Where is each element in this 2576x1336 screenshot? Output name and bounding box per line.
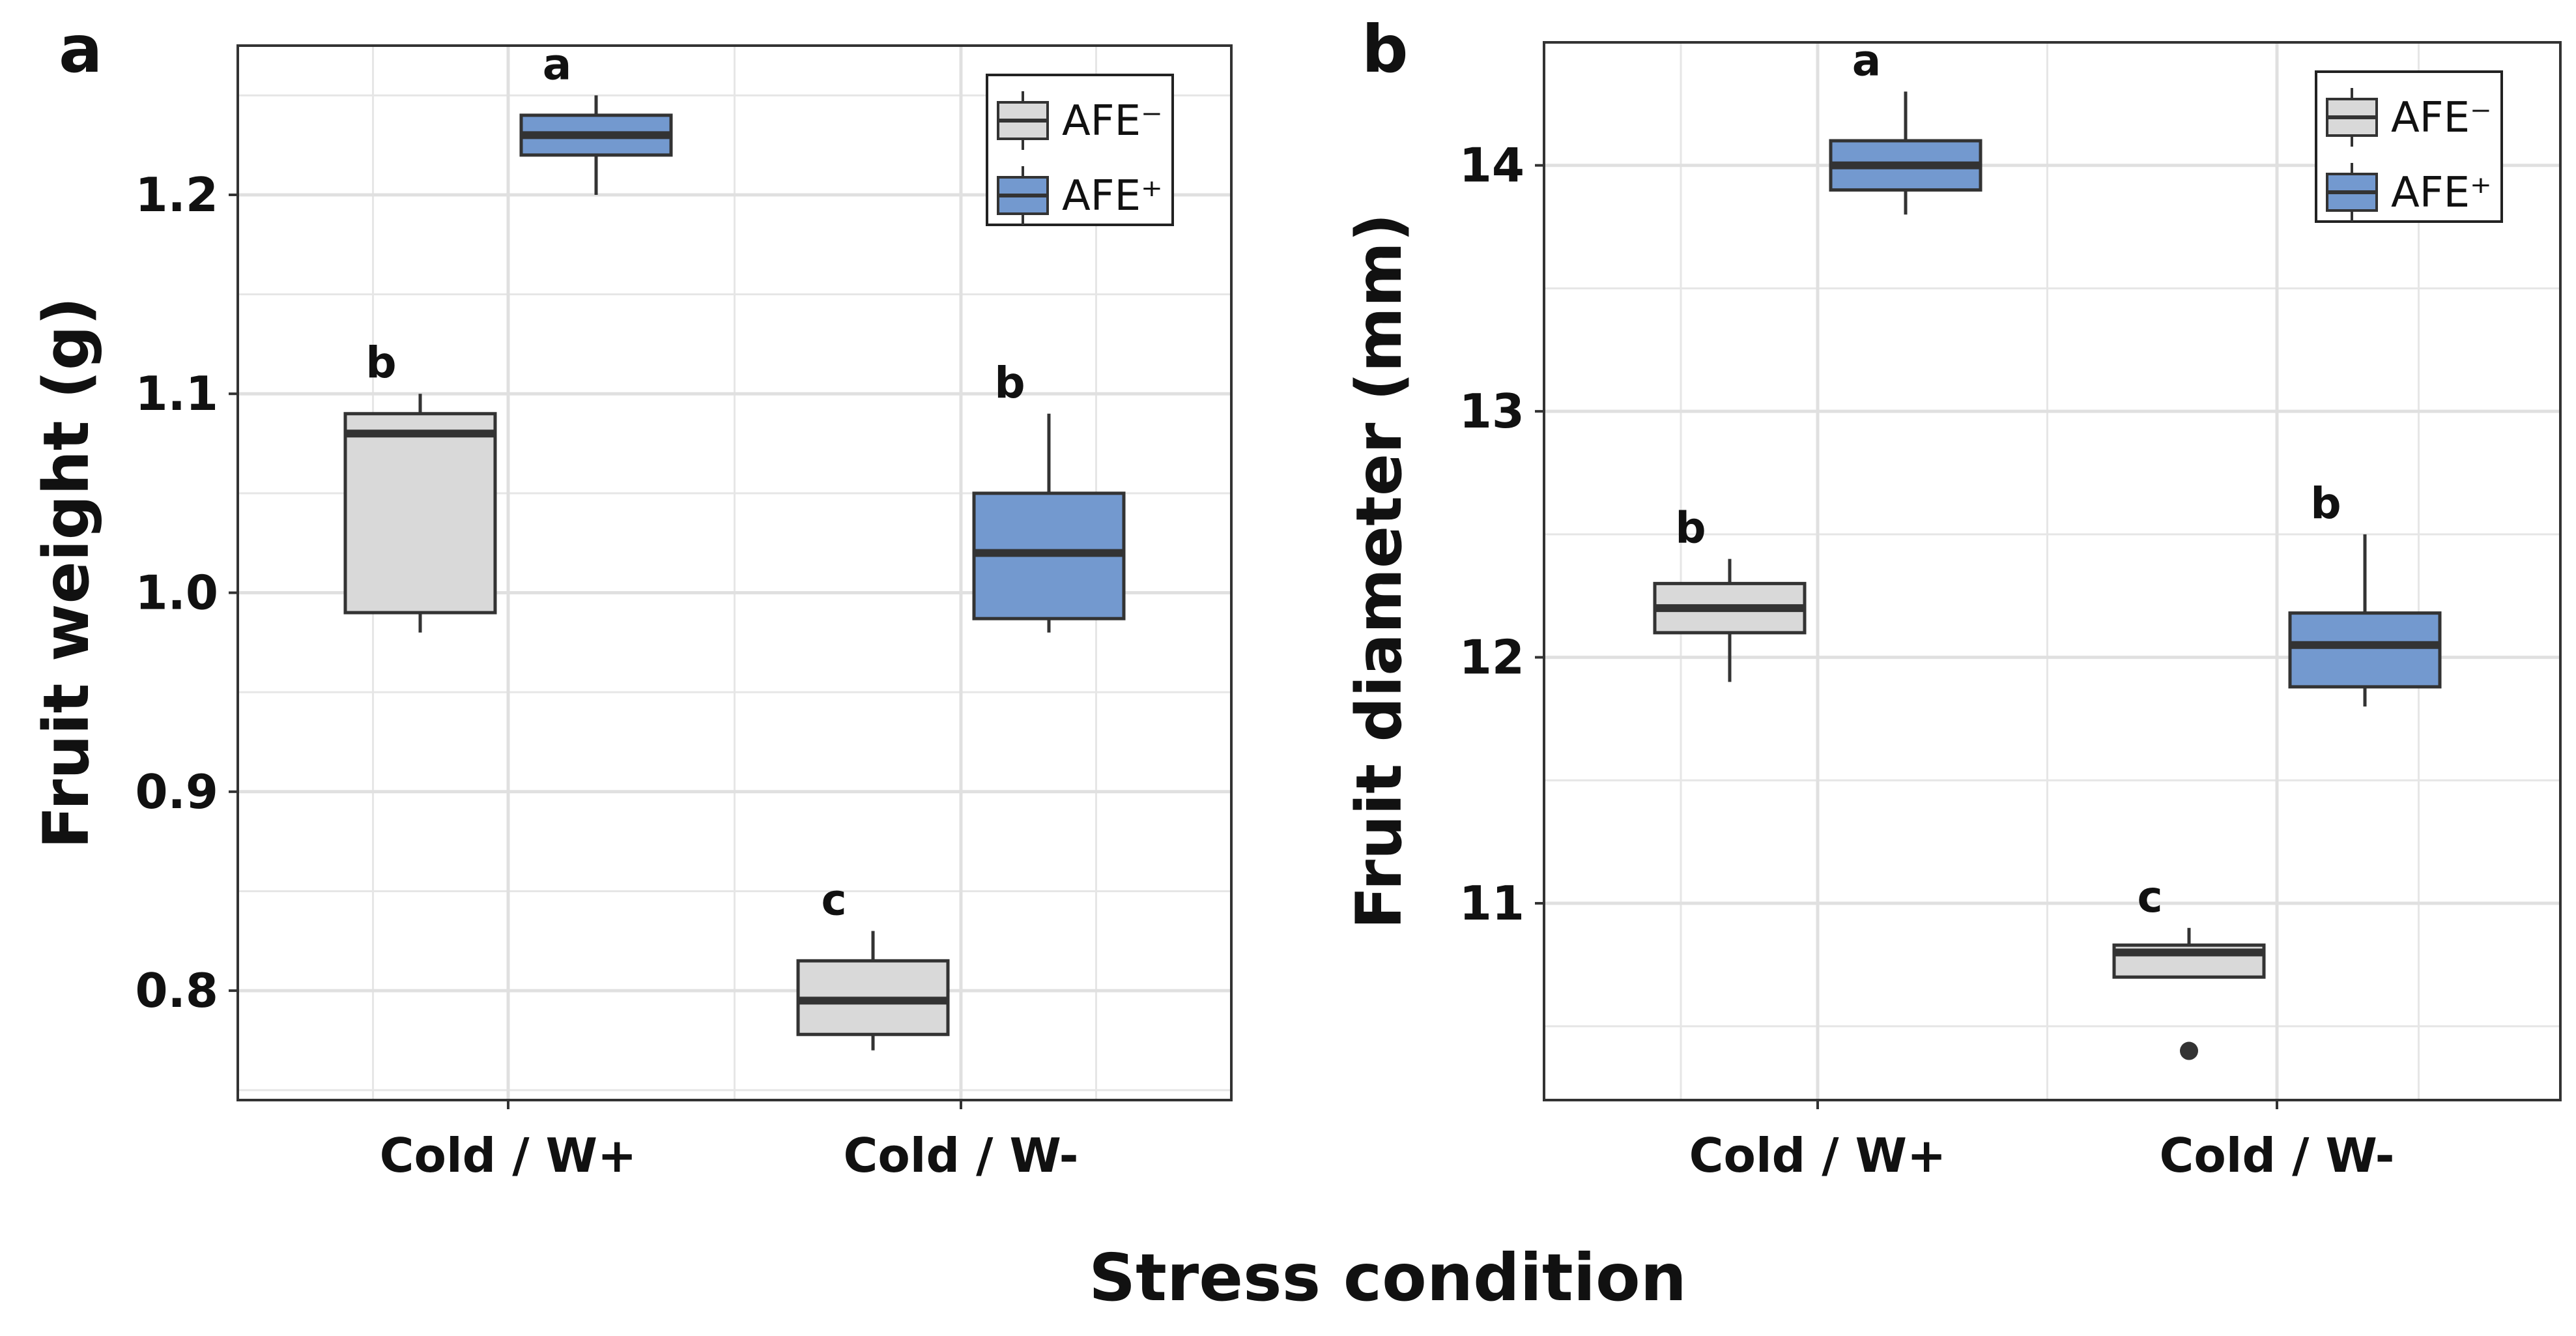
panel-a: 0.8 0.9 1.0 1.1 1.2 Cold / W+ Cold / W-b c a b AFE…: [30, 11, 1233, 1183]
plot-frame: [1543, 41, 2562, 1101]
y-tick-label: 1.2: [135, 167, 218, 222]
panel-letter: a: [59, 11, 102, 87]
box-afe-minus-cold-w-minus: c: [2112, 872, 2266, 1060]
x-tick-label: Cold / W-: [2159, 1128, 2394, 1183]
y-tick-label: 14: [1459, 138, 1524, 193]
significance-label: b: [1675, 503, 1706, 553]
panel-b: 11 12 13 14 Cold / W+ Cold / W-b c a b AFE⁻ AFE⁺ Fr…: [1343, 11, 2562, 1183]
y-tick-label: 0.8: [135, 963, 218, 1018]
significance-label: c: [821, 875, 846, 925]
significance-label: b: [994, 358, 1025, 408]
box-afe-minus-cold-w-plus: b: [1653, 503, 1807, 682]
box-iqr: [343, 412, 497, 615]
y-axis-title: Fruit weight (g): [30, 297, 103, 849]
significance-label: b: [365, 338, 396, 388]
box-iqr: [2288, 611, 2442, 689]
legend-label: AFE⁺: [1062, 172, 1163, 220]
x-tick-label: Cold / W+: [1689, 1128, 1947, 1183]
legend-label: AFE⁺: [2391, 169, 2492, 217]
significance-label: c: [2137, 872, 2162, 922]
legend-label: AFE⁻: [1062, 97, 1163, 145]
legend: AFE⁻ AFE⁺: [2315, 70, 2503, 223]
y-axis-title: Fruit diameter (mm): [1343, 213, 1416, 929]
legend-label: AFE⁻: [2391, 94, 2492, 142]
box-afe-plus-cold-w-minus: b: [972, 358, 1126, 633]
box-afe-plus-cold-w-minus: b: [2288, 478, 2442, 707]
box-afe-plus-cold-w-plus: a: [1829, 35, 1982, 215]
x-tick-label: Cold / W+: [380, 1128, 637, 1183]
box-afe-minus-cold-w-minus: c: [796, 875, 950, 1051]
x-tick-label: Cold / W-: [843, 1128, 1078, 1183]
y-tick-label: 13: [1459, 384, 1524, 439]
box-afe-plus-cold-w-plus: a: [519, 39, 673, 195]
y-tick-label: 1.0: [135, 566, 218, 620]
plot-frame: [236, 44, 1233, 1101]
y-tick-label: 11: [1459, 876, 1524, 931]
outlier-point: [2180, 1041, 2198, 1060]
y-tick-label: 0.9: [135, 764, 218, 819]
legend: AFE⁻ AFE⁺: [986, 74, 1174, 226]
significance-label: a: [543, 39, 572, 89]
significance-label: b: [2310, 478, 2341, 529]
y-tick-label: 12: [1459, 630, 1524, 685]
panel-letter: b: [1362, 11, 1409, 87]
y-tick-label: 1.1: [135, 366, 218, 421]
box-afe-minus-cold-w-plus: b: [343, 338, 497, 633]
shared-x-axis-title: Stress condition: [1089, 1240, 1687, 1316]
significance-label: a: [1852, 35, 1882, 85]
